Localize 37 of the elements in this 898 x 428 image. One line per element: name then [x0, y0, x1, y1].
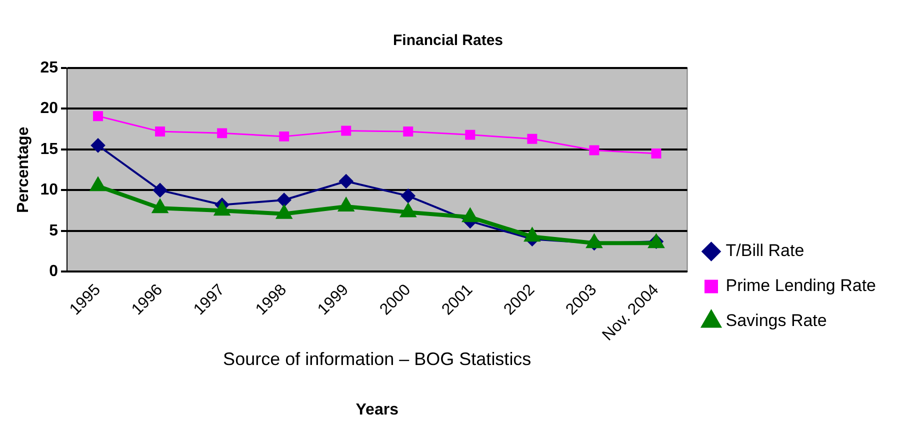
source-note: Source of information – BOG Statistics	[223, 348, 532, 369]
y-tick-label: 15	[40, 140, 58, 158]
legend-label: Savings Rate	[726, 311, 827, 330]
point	[465, 130, 476, 140]
point	[587, 235, 602, 248]
point	[527, 134, 538, 144]
point	[214, 202, 230, 216]
point	[93, 111, 103, 122]
point	[651, 148, 662, 159]
point	[341, 126, 352, 136]
point	[217, 128, 228, 138]
point	[400, 204, 416, 218]
chart-title: Financial Rates	[392, 32, 504, 50]
point	[155, 126, 166, 137]
x-axis-title: Years	[356, 401, 399, 418]
point	[339, 174, 354, 188]
point	[277, 192, 292, 207]
point	[338, 198, 354, 212]
point	[276, 206, 292, 219]
y-axis-title: Percentage	[15, 126, 32, 213]
y-tick-label: 10	[40, 182, 58, 199]
point	[152, 200, 168, 214]
point	[279, 131, 290, 142]
point	[462, 209, 478, 222]
y-tick-label: 5	[49, 222, 58, 240]
point	[524, 228, 540, 242]
point	[589, 145, 600, 156]
legend-label: Prime Lending Rate	[726, 276, 876, 296]
point	[401, 188, 416, 203]
point	[153, 183, 168, 198]
legend-label: T/Bill Rate	[726, 241, 804, 260]
y-tick-label: 25	[40, 59, 58, 76]
y-tick-label: 20	[40, 100, 58, 118]
point	[91, 138, 106, 152]
point	[403, 126, 414, 137]
point	[90, 178, 106, 192]
y-tick-label: 0	[49, 263, 58, 280]
